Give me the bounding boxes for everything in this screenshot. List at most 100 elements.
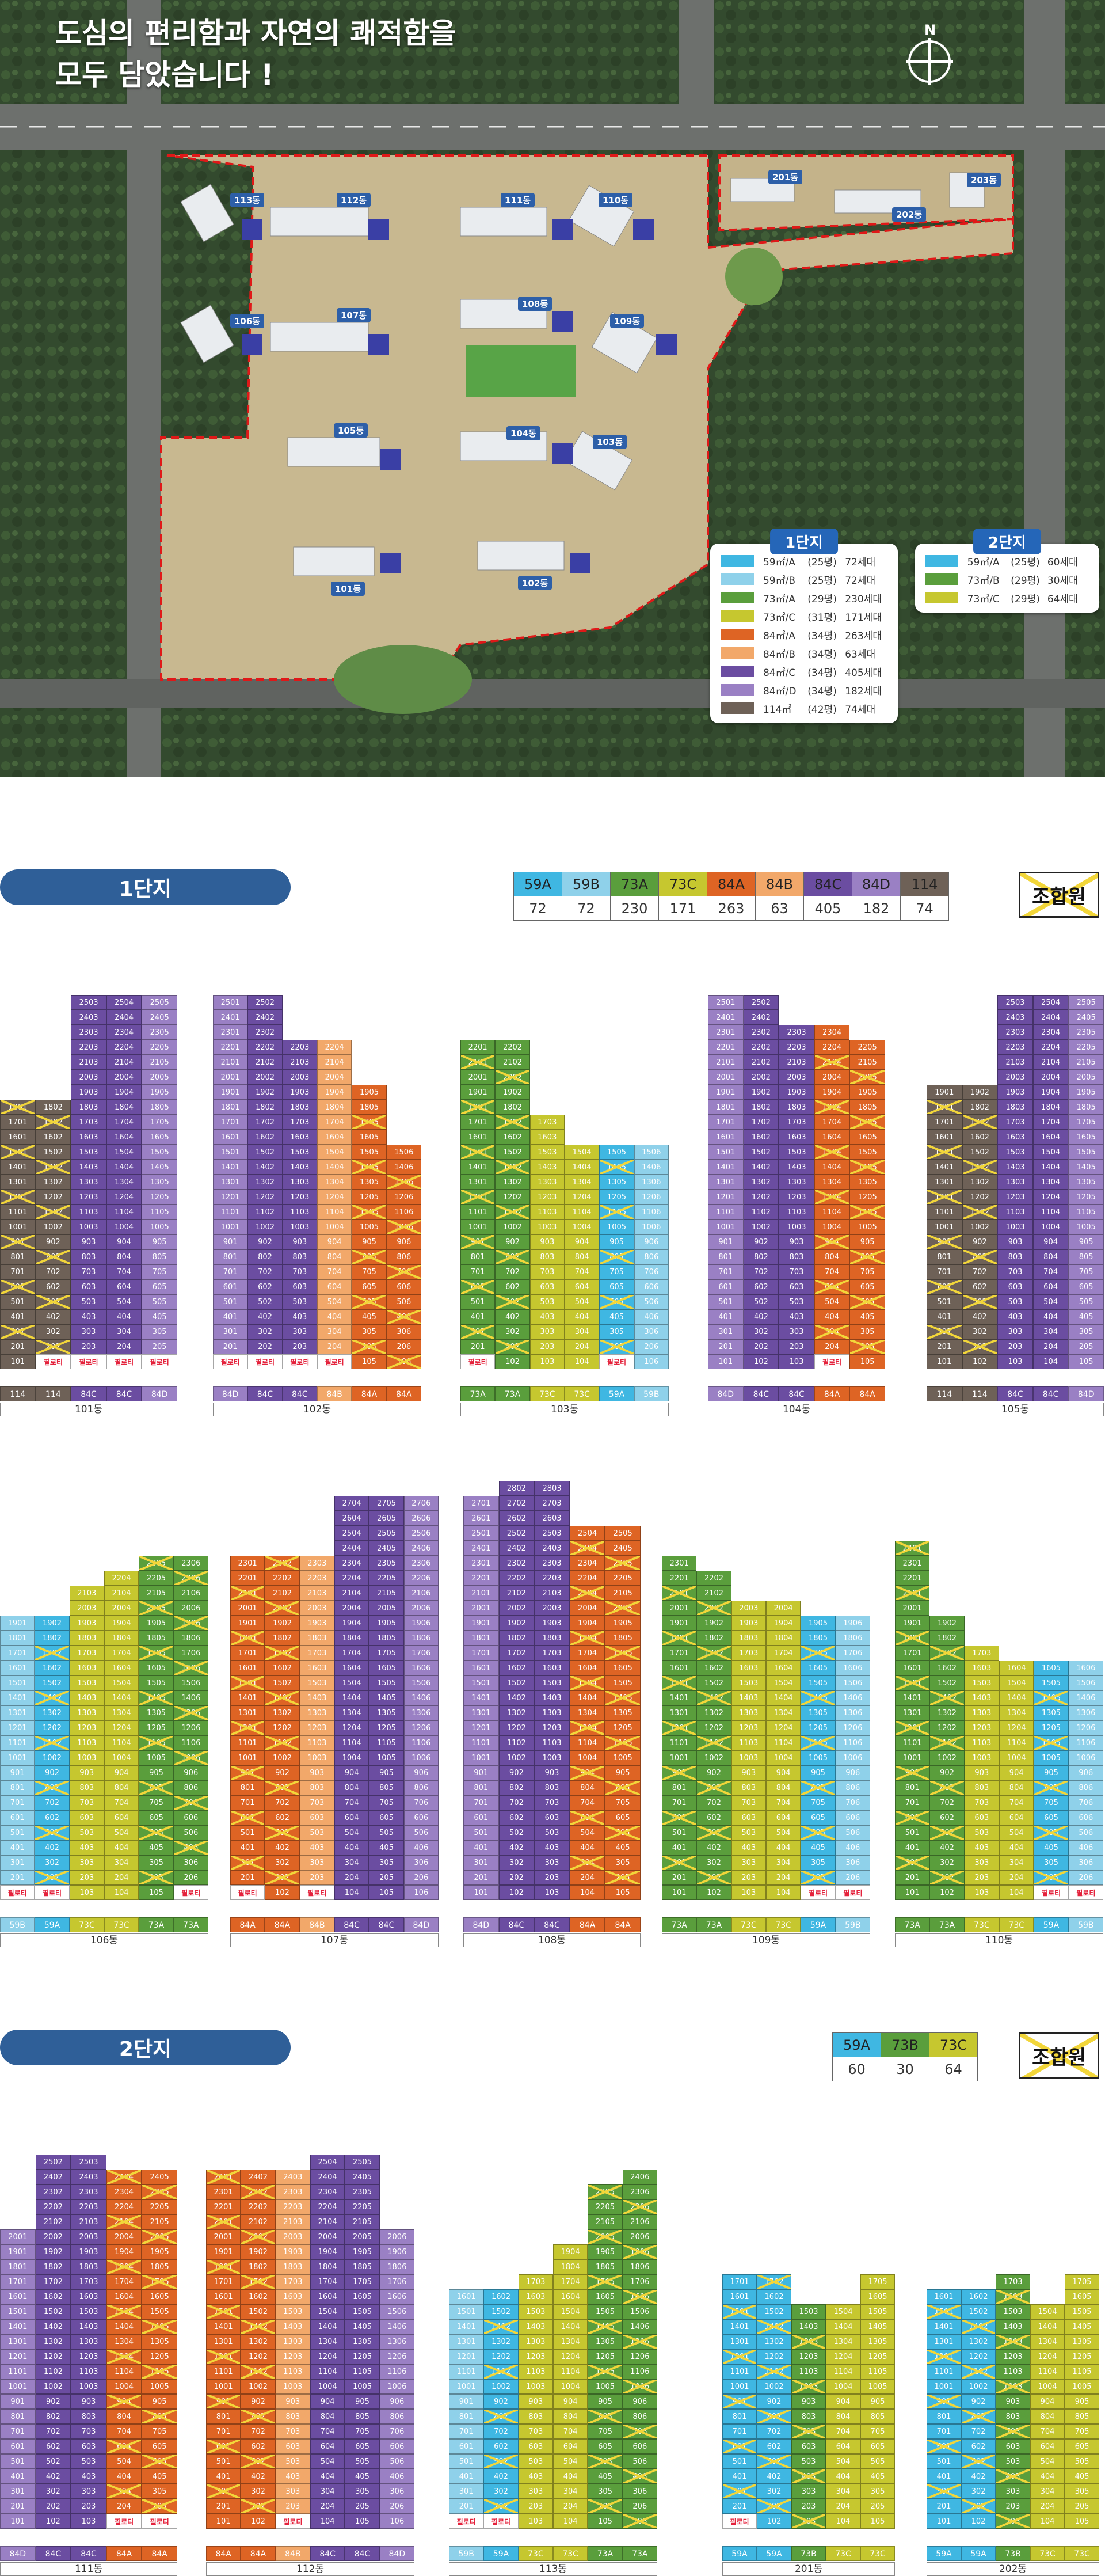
unit-cell: 1305 bbox=[142, 1175, 177, 1190]
unit-cell: 201 bbox=[722, 2499, 757, 2514]
unit-cell: 404 bbox=[317, 1309, 352, 1324]
unit-cell: 302 bbox=[495, 1324, 530, 1339]
unit-cell: 1206 bbox=[622, 2349, 657, 2364]
unit-cell: 605 bbox=[142, 2439, 177, 2454]
map-building-label: 110동 bbox=[599, 193, 633, 207]
unit-cell: 1405 bbox=[588, 2319, 623, 2334]
unit-cell: 505 bbox=[139, 1825, 174, 1840]
unit-cell: 1804 bbox=[334, 1631, 369, 1646]
unit-cell: 1001 bbox=[722, 2379, 757, 2394]
unit-cell: 1304 bbox=[565, 1175, 600, 1190]
unit-cell: 702 bbox=[35, 2424, 71, 2439]
unit-cell: 803 bbox=[282, 1249, 317, 1264]
unit-cell: 705 bbox=[860, 2424, 895, 2439]
unit-cell: 202 bbox=[498, 1870, 535, 1885]
unit-cell: 205 bbox=[860, 2499, 895, 2514]
unit-cell: 304 bbox=[999, 1855, 1034, 1870]
unit-cell: 1304 bbox=[766, 1705, 801, 1720]
unit-cell: 402 bbox=[498, 1840, 535, 1855]
unit-cell: 1403 bbox=[997, 1160, 1033, 1175]
johap-mark bbox=[962, 1160, 997, 1174]
unit-cell: 403 bbox=[69, 1840, 104, 1855]
unit-cell: 905 bbox=[142, 2394, 177, 2409]
unit-cell: 104 bbox=[999, 1885, 1034, 1900]
unit-cell: 603 bbox=[282, 1279, 317, 1294]
unit-cell: 1105 bbox=[139, 1735, 174, 1750]
unit-cell: 104 bbox=[766, 1885, 801, 1900]
unit-cell: 101 bbox=[662, 1885, 697, 1900]
unit-cell: 1204 bbox=[1032, 1190, 1069, 1205]
unit-cell: 701 bbox=[708, 1264, 744, 1279]
unit-cell: 1102 bbox=[962, 1205, 998, 1219]
unit-cell: 1004 bbox=[553, 2379, 588, 2394]
unit-cell: 805 bbox=[1034, 1780, 1069, 1795]
unit-cell: 1206 bbox=[173, 1720, 208, 1735]
unit-cell: 1704 bbox=[814, 1115, 850, 1130]
building-footer-type: 73C bbox=[826, 2546, 860, 2561]
unit-cell: 503 bbox=[282, 1294, 317, 1309]
building-footer-type: 73C bbox=[999, 1917, 1034, 1932]
unit-cell: 2503 bbox=[71, 995, 106, 1010]
unit-cell: 603 bbox=[731, 1810, 766, 1825]
legend-pyeong: (34평) bbox=[807, 685, 837, 697]
unit-cell: 205 bbox=[1034, 1870, 1069, 1885]
unit-cell: 604 bbox=[310, 2439, 345, 2454]
johap-mark bbox=[662, 1766, 696, 1780]
johap-mark bbox=[605, 1601, 640, 1615]
unit-cell: 1804 bbox=[317, 1100, 352, 1115]
unit-cell: 1102 bbox=[498, 1735, 535, 1750]
unit-cell: 1505 bbox=[599, 1145, 634, 1160]
unit-cell: 필로티 bbox=[801, 1885, 836, 1900]
legend-type: 59㎡/B bbox=[763, 575, 795, 587]
unit-cell: 1301 bbox=[895, 1705, 930, 1720]
johap-mark bbox=[174, 1706, 208, 1720]
building-footer-type: 84A bbox=[206, 2546, 241, 2561]
legend-type: 84㎡/A bbox=[763, 630, 795, 642]
unit-cell: 2505 bbox=[369, 1526, 404, 1541]
unit-cell: 804 bbox=[766, 1780, 801, 1795]
johap-mark bbox=[850, 1160, 885, 1174]
johap-mark bbox=[265, 1736, 299, 1750]
unit-cell: 1204 bbox=[317, 1190, 352, 1205]
unit-cell: 1303 bbox=[534, 1705, 570, 1720]
unit-cell: 803 bbox=[996, 2409, 1030, 2424]
unit-cell: 504 bbox=[1032, 1294, 1069, 1309]
unit-cell: 2502 bbox=[247, 995, 283, 1010]
johap-mark bbox=[265, 1826, 299, 1840]
legend-pyeong: (29평) bbox=[807, 593, 837, 605]
johap-mark bbox=[697, 1826, 731, 1840]
unit-cell: 1104 bbox=[334, 1735, 369, 1750]
unit-cell: 2102 bbox=[495, 1055, 530, 1070]
unit-cell: 1004 bbox=[826, 2379, 860, 2394]
unit-cell: 602 bbox=[696, 1810, 731, 1825]
unit-cell: 1304 bbox=[106, 2334, 142, 2349]
unit-cell: 2003 bbox=[282, 1070, 317, 1085]
unit-cell: 901 bbox=[895, 1765, 930, 1780]
unit-cell: 1605 bbox=[860, 2289, 895, 2304]
unit-cell: 801 bbox=[0, 1780, 35, 1795]
unit-cell: 503 bbox=[275, 2454, 310, 2469]
unit-cell: 1403 bbox=[964, 1690, 999, 1705]
unit-cell: 1304 bbox=[569, 1705, 605, 1720]
unit-cell: 1506 bbox=[173, 1675, 208, 1690]
unit-cell: 1805 bbox=[352, 1100, 387, 1115]
unit-cell: 204 bbox=[317, 1339, 352, 1354]
unit-cell: 2604 bbox=[334, 1511, 369, 1526]
unit-cell: 1006 bbox=[403, 1750, 439, 1765]
unit-cell: 103 bbox=[69, 1885, 104, 1900]
unit-cell: 403 bbox=[997, 1309, 1033, 1324]
unit-cell: 1905 bbox=[849, 1085, 885, 1100]
unit-cell: 1701 bbox=[213, 1115, 248, 1130]
unit-cell: 2606 bbox=[403, 1511, 439, 1526]
unit-cell: 304 bbox=[317, 1324, 352, 1339]
legend-type: 73㎡/B bbox=[967, 575, 1000, 587]
unit-cell: 1306 bbox=[379, 2334, 414, 2349]
unit-cell: 2205 bbox=[605, 1571, 641, 1586]
building-footer-type: 59A bbox=[599, 1386, 634, 1401]
unit-cell: 1502 bbox=[757, 2304, 791, 2319]
unit-cell: 101 bbox=[206, 2514, 241, 2529]
unit-cell: 804 bbox=[565, 1249, 600, 1264]
johap-mark bbox=[142, 2185, 177, 2199]
unit-cell: 2205 bbox=[588, 2199, 623, 2214]
unit-cell: 1301 bbox=[213, 1175, 248, 1190]
